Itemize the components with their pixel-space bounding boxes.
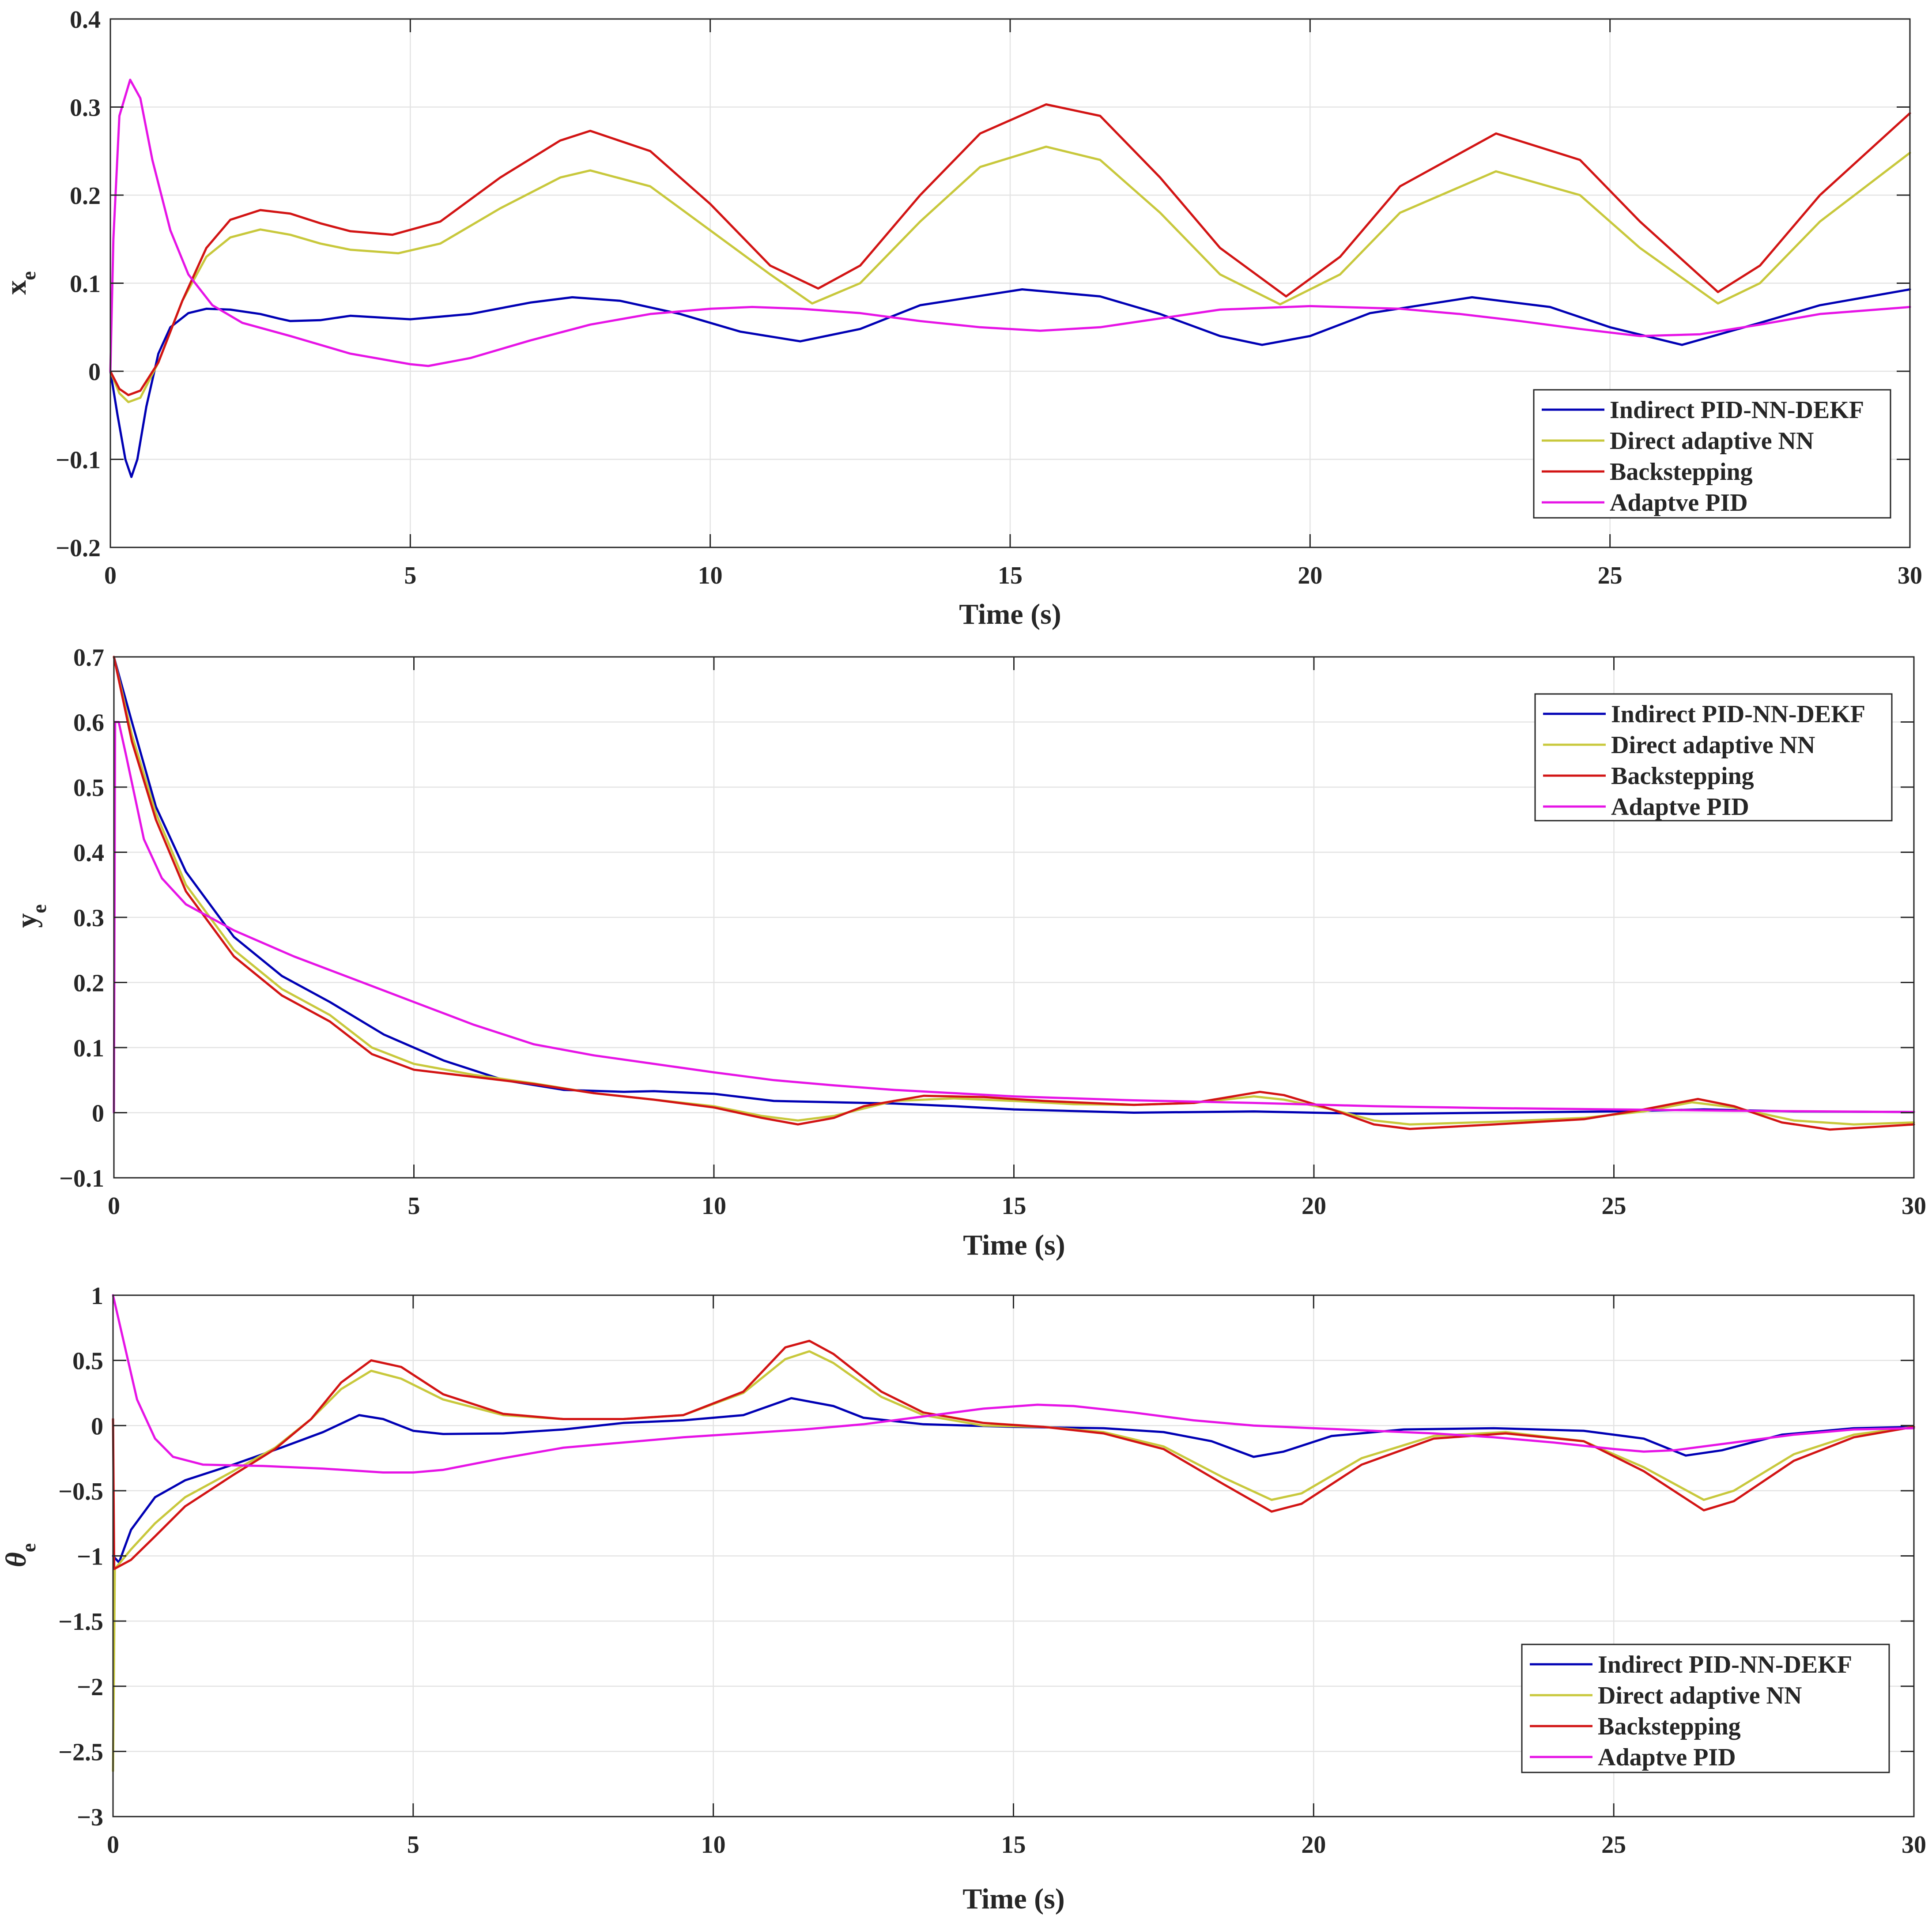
y-tick-label: −1 — [77, 1543, 103, 1571]
y-tick-label: 0.2 — [70, 182, 101, 210]
x-tick-label: 20 — [1298, 562, 1322, 589]
series-line-indirect-pid-nn-dekf — [113, 656, 1915, 1115]
legend-box-ye — [1534, 693, 1893, 822]
y-tick-label: −0.5 — [58, 1478, 103, 1505]
x-axis-title-ye: Time (s) — [963, 1229, 1065, 1261]
y-axis-title-ye: ye — [11, 904, 50, 927]
x-tick-label: 25 — [1602, 1192, 1626, 1220]
x-tick-label: 10 — [698, 562, 723, 589]
x-tick-label: 15 — [998, 562, 1023, 589]
ticks-ye: 0 5 10 15 20 25 30−0.100.10.20.30.40.50.60.7 — [59, 644, 1926, 1220]
y-axis-title-thetae: θe — [0, 1543, 40, 1568]
x-tick-label: 20 — [1301, 1831, 1326, 1859]
y-axis-title-xe: xe — [0, 271, 40, 294]
grid-thetae — [113, 1295, 1914, 1817]
legend-label-direct-adaptive-nn: Direct adaptive NN — [1610, 427, 1814, 455]
x-tick-label: 0 — [104, 562, 117, 589]
panel-ye: 0 5 10 15 20 25 30−0.100.10.20.30.40.50.60.7 T… — [11, 644, 1926, 1261]
y-axis-title-subscript: e — [28, 904, 50, 913]
series-line-adaptve-pid — [112, 1294, 1915, 1474]
legend-label-direct-adaptive-nn: Direct adaptive NN — [1598, 1682, 1802, 1709]
x-axis-title-thetae: Time (s) — [962, 1883, 1065, 1915]
x-tick-label: 20 — [1302, 1192, 1326, 1220]
y-tick-label: 0.5 — [73, 774, 104, 802]
x-tick-label: 10 — [701, 1831, 726, 1859]
series-group-thetae — [112, 1294, 1915, 1772]
series-line-direct-adaptive-nn — [109, 145, 1911, 403]
legend-label-backstepping: Backstepping — [1610, 458, 1753, 486]
x-tick-label: 15 — [1002, 1192, 1026, 1220]
y-tick-label: −0.1 — [56, 447, 101, 474]
x-tick-label: 0 — [107, 1831, 119, 1859]
legend-label-indirect-pid-nn-dekf: Indirect PID-NN-DEKF — [1611, 701, 1865, 728]
y-tick-label: −0.2 — [56, 535, 101, 562]
y-tick-label: −1.5 — [58, 1608, 103, 1636]
y-axis-title-main: y — [11, 913, 43, 928]
ticks-xe: 0 5 10 15 20 25 30 −0.2 −0.1 0 0.1 0.2 0.3 0.4 — [56, 6, 1922, 589]
y-tick-label: 0.2 — [73, 970, 104, 997]
ticks-thetae: 0 5 10 15 20 25 30 −3 −2.5 −2 −1.5 −1 −0.5 0 0.5 1 — [58, 1282, 1926, 1859]
y-tick-label: 0.4 — [70, 6, 101, 34]
x-tick-label: 30 — [1898, 562, 1922, 589]
x-tick-label: 0 — [108, 1192, 120, 1220]
y-tick-label: 0 — [88, 358, 101, 386]
legend-label-indirect-pid-nn-dekf: Indirect PID-NN-DEKF — [1610, 396, 1864, 424]
y-tick-label: −2.5 — [58, 1738, 103, 1766]
x-tick-label: 5 — [407, 1831, 419, 1859]
y-tick-label: −3 — [77, 1804, 103, 1831]
x-tick-label: 30 — [1902, 1192, 1926, 1220]
legend-label-adaptve-pid: Adaptve PID — [1610, 489, 1748, 517]
series-line-indirect-pid-nn-dekf — [109, 288, 1911, 478]
legend-box-thetae — [1521, 1644, 1890, 1773]
y-axis-title-subscript: e — [17, 271, 40, 280]
legend-ye: Indirect PID-NN-DEKF Direct adaptive NN Ba… — [1534, 693, 1893, 822]
legend-label-backstepping: Backstepping — [1611, 762, 1754, 790]
series-line-backstepping — [112, 1339, 1915, 1570]
legend-label-adaptve-pid: Adaptve PID — [1611, 793, 1749, 821]
y-tick-label: −2 — [77, 1674, 103, 1701]
legend-label-backstepping: Backstepping — [1598, 1713, 1741, 1740]
legend-label-direct-adaptive-nn: Direct adaptive NN — [1611, 731, 1815, 759]
panel-thetae: 0 5 10 15 20 25 30 −3 −2.5 −2 −1.5 −1 −0.5 0 0.5 1 Time… — [0, 1282, 1926, 1915]
y-tick-label: 0 — [92, 1100, 104, 1127]
series-line-backstepping — [113, 656, 1915, 1131]
x-tick-label: 25 — [1598, 562, 1623, 589]
series-group-xe — [109, 79, 1911, 478]
series-group-ye — [113, 656, 1915, 1131]
series-line-adaptve-pid — [113, 721, 1915, 1114]
legend-box-xe — [1533, 389, 1891, 519]
y-tick-label: 0.5 — [72, 1348, 103, 1375]
y-tick-label: 0.3 — [73, 905, 104, 932]
y-axis-title-main: x — [0, 280, 32, 295]
x-tick-label: 30 — [1902, 1831, 1926, 1859]
y-tick-label: 0.6 — [73, 709, 104, 737]
series-line-indirect-pid-nn-dekf — [112, 1397, 1915, 1564]
legend-thetae: Indirect PID-NN-DEKF Direct adaptive NN Ba… — [1521, 1644, 1890, 1773]
legend-label-adaptve-pid: Adaptve PID — [1598, 1744, 1736, 1771]
y-tick-label: 0 — [91, 1413, 103, 1440]
x-axis-title-xe: Time (s) — [959, 598, 1061, 630]
x-tick-label: 5 — [404, 562, 416, 589]
x-tick-label: 5 — [408, 1192, 420, 1220]
series-line-backstepping — [109, 103, 1911, 396]
series-line-adaptve-pid — [109, 79, 1911, 373]
y-tick-label: 0.4 — [73, 840, 104, 867]
x-tick-label: 10 — [702, 1192, 726, 1220]
legend-xe: Indirect PID-NN-DEKF Direct adaptive NN Ba… — [1533, 389, 1891, 519]
y-axis-title-subscript: e — [17, 1543, 40, 1552]
y-tick-label: 0.1 — [70, 271, 101, 298]
panel-xe: 0 5 10 15 20 25 30 −0.2 −0.1 0 0.1 0.2 0.3 0.4 Time (… — [0, 6, 1922, 630]
legend-label-indirect-pid-nn-dekf: Indirect PID-NN-DEKF — [1598, 1651, 1852, 1678]
y-tick-label: 0.3 — [70, 94, 101, 122]
y-tick-label: −0.1 — [59, 1165, 104, 1192]
y-axis-title-main: θ — [0, 1552, 32, 1567]
y-tick-label: 0.1 — [73, 1035, 104, 1062]
y-tick-label: 0.7 — [73, 644, 104, 671]
x-tick-label: 15 — [1001, 1831, 1026, 1859]
y-tick-label: 1 — [91, 1282, 103, 1310]
x-tick-label: 25 — [1601, 1831, 1626, 1859]
